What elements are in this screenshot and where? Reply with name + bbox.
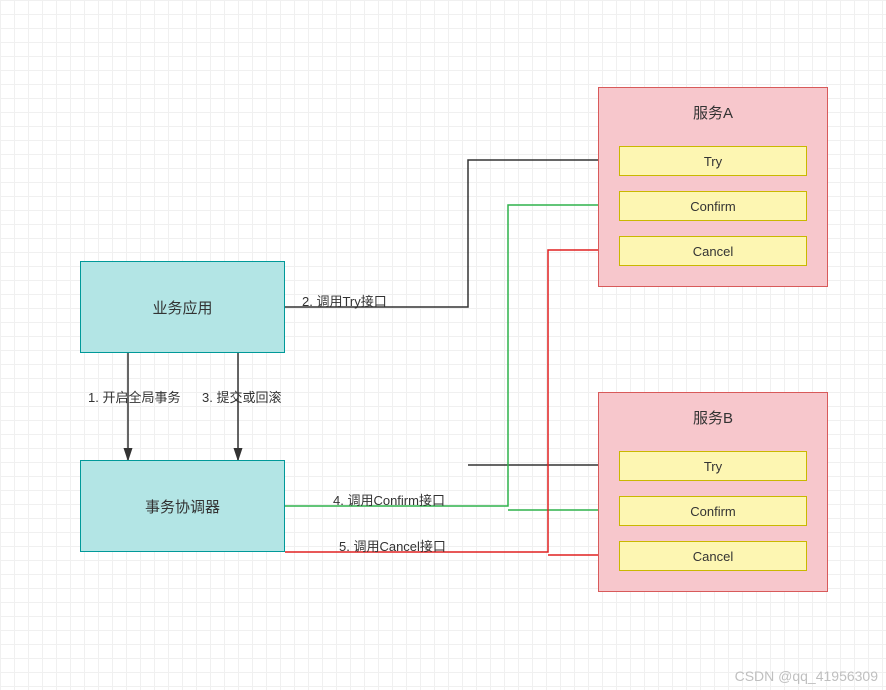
service-a-title: 服务A [599,88,827,123]
edge-label-e4: 4. 调用Confirm接口 [333,490,445,509]
edge-label-e1: 1. 开启全局事务 [88,387,180,406]
watermark: CSDN @qq_41956309 [735,668,878,684]
node-label: 事务协调器 [145,496,220,517]
service-a-cancel: Cancel [619,236,807,266]
node-label: 业务应用 [152,297,212,318]
service-b-title: 服务B [599,393,827,428]
service-a-confirm: Confirm [619,191,807,221]
service-a-try: Try [619,146,807,176]
service-b-try: Try [619,451,807,481]
node-business-app: 业务应用 [80,261,285,353]
service-a-box: 服务A Try Confirm Cancel [598,87,828,287]
service-b-cancel: Cancel [619,541,807,571]
edge-label-e5: 5. 调用Cancel接口 [339,536,446,555]
service-b-confirm: Confirm [619,496,807,526]
edge-label-e2: 2. 调用Try接口 [302,291,387,310]
service-b-box: 服务B Try Confirm Cancel [598,392,828,592]
edge-label-e3: 3. 提交或回滚 [202,387,281,406]
node-tx-coordinator: 事务协调器 [80,460,285,552]
